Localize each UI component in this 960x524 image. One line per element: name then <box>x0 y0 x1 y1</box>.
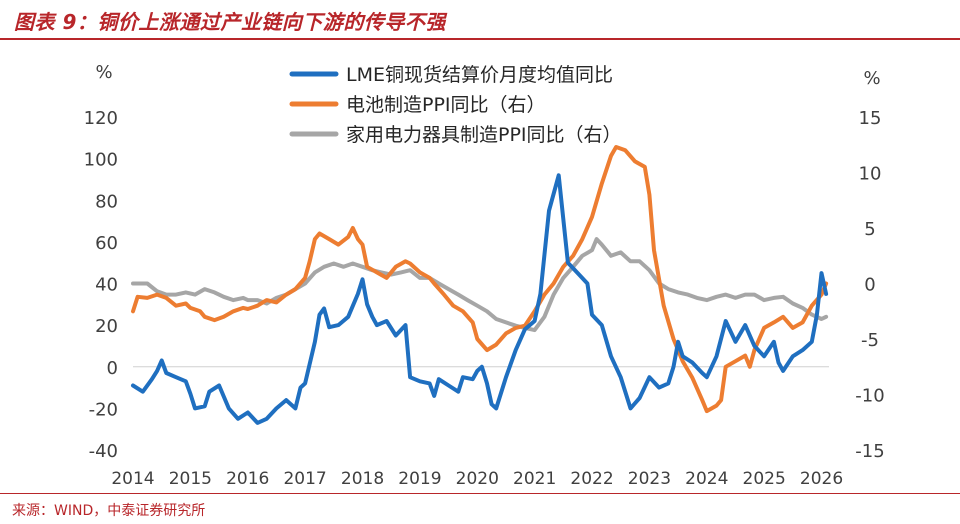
source-divider <box>0 493 960 494</box>
x-tick-label: 2020 <box>456 469 499 489</box>
left-tick-label: 40 <box>95 275 118 296</box>
right-tick-label: 15 <box>859 108 882 129</box>
legend-label: LME铜现货结算价月度均值同比 <box>346 64 613 86</box>
title-divider <box>0 38 960 40</box>
left-tick-label: 60 <box>95 233 118 254</box>
legend-label: 电池制造PPI同比（右） <box>346 94 546 116</box>
left-tick-label: 100 <box>84 150 118 171</box>
series-line-1 <box>131 173 829 425</box>
x-tick-label: 2015 <box>169 469 212 489</box>
x-tick-label: 2014 <box>111 469 154 489</box>
left-tick-label: 0 <box>107 358 118 379</box>
x-tick-label: 2016 <box>226 469 269 489</box>
page-title: 图表 9：铜价上涨通过产业链向下游的传导不强 <box>14 10 446 34</box>
x-tick-label: 2023 <box>628 469 671 489</box>
x-tick-label: 2019 <box>398 469 441 489</box>
series-lines <box>131 145 829 425</box>
series-line-3 <box>131 237 829 333</box>
source-note: 来源：WIND，中泰证券研究所 <box>12 503 206 519</box>
legend-label: 家用电力器具制造PPI同比（右） <box>346 124 622 146</box>
left-tick-label: 80 <box>95 191 118 212</box>
right-axis-unit: % <box>863 68 880 89</box>
right-tick-label: 10 <box>859 164 882 185</box>
tick-labels: 120 100 80 60 40 20 0 -20 -40 15 10 5 0 -5 -10 -15 2014 2… <box>84 108 885 489</box>
right-tick-label: -5 <box>861 330 879 351</box>
title-bar: 图表 9：铜价上涨通过产业链向下游的传导不强 <box>0 0 960 40</box>
right-tick-label: 5 <box>864 219 875 240</box>
right-tick-label: -15 <box>855 441 884 462</box>
line-chart: % % 120 100 80 60 40 20 0 -20 -40 15 10 5 0 -5 -10 -15 2… <box>84 62 885 489</box>
right-tick-label: -10 <box>855 386 884 407</box>
right-tick-label: 0 <box>864 275 875 296</box>
x-tick-label: 2017 <box>283 469 326 489</box>
x-tick-label: 2025 <box>743 469 786 489</box>
x-tick-label: 2022 <box>570 469 613 489</box>
x-tick-label: 2021 <box>513 469 556 489</box>
left-axis-unit: % <box>95 62 112 83</box>
left-tick-label: -20 <box>89 399 118 420</box>
left-tick-label: 20 <box>95 316 118 337</box>
series-line-2 <box>131 145 829 414</box>
x-tick-label: 2026 <box>800 469 843 489</box>
left-tick-label: -40 <box>89 441 118 462</box>
left-tick-label: 120 <box>84 108 118 129</box>
x-tick-label: 2018 <box>341 469 384 489</box>
x-tick-label: 2024 <box>685 469 728 489</box>
